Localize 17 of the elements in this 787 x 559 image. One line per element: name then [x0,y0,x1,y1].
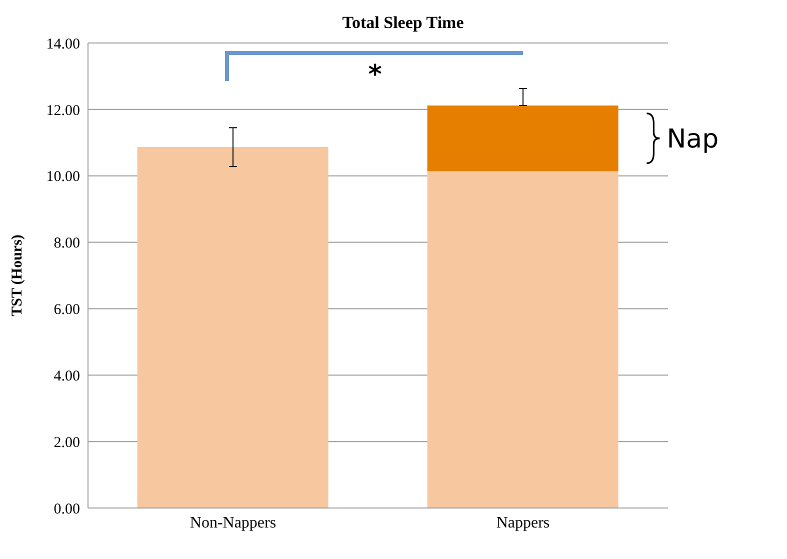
bar [427,105,618,172]
y-tick-label: 14.00 [46,36,80,52]
series-label: Nap [666,124,719,154]
y-tick-label: 10.00 [46,169,80,186]
bar [427,171,618,508]
y-tick-label: 0.00 [54,501,80,518]
x-tick-label: Non-Nappers [190,514,276,532]
x-tick-label: Nappers [496,514,550,532]
y-axis-title: TST (Hours) [9,234,26,316]
chart-title: Total Sleep Time [341,12,465,34]
y-tick-label: 6.00 [54,302,80,318]
bar [137,146,328,508]
y-tick-label: 12.00 [46,102,80,119]
y-tick-label: 8.00 [54,236,80,252]
y-tick-label: 2.00 [54,434,80,451]
annotation: * [368,60,382,90]
y-tick-label: 4.00 [54,368,80,384]
